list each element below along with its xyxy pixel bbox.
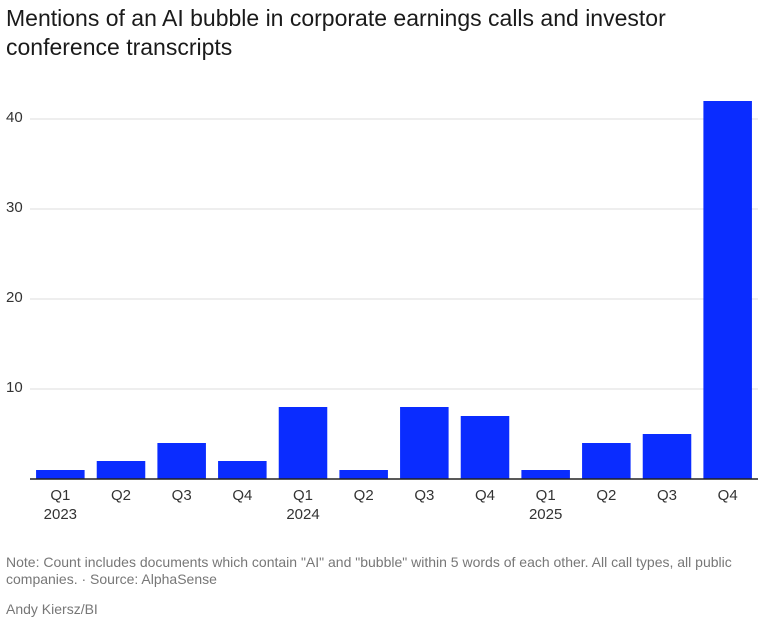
x-tick-label: Q2 [354, 487, 374, 504]
bar [460, 416, 510, 479]
note: Note: Count includes documents which con… [6, 554, 732, 587]
x-tick-label: Q3 [172, 487, 192, 504]
x-tick-label: Q3 [657, 487, 677, 504]
bar [582, 443, 631, 479]
y-tick-label: 40 [6, 109, 23, 126]
bar [36, 470, 85, 479]
chart-title: Mentions of an AI bubble in corporate ea… [6, 5, 666, 60]
y-tick-label: 30 [6, 199, 23, 216]
bar [521, 470, 570, 479]
bar [278, 407, 328, 479]
bar [218, 461, 267, 479]
x-tick-label: Q3 [414, 487, 434, 504]
x-tick-label: Q4 [718, 487, 738, 504]
x-tick-label: Q1 [536, 487, 556, 504]
bar [703, 101, 752, 479]
x-tick-label: Q1 [293, 487, 313, 504]
y-tick-label: 10 [6, 379, 23, 396]
credit: Andy Kiersz/BI [6, 601, 98, 617]
x-group-label: 2024 [286, 506, 319, 523]
bar [157, 443, 206, 479]
y-tick-label: 20 [6, 289, 23, 306]
bar [400, 407, 449, 479]
x-tick-label: Q2 [111, 487, 131, 504]
x-tick-label: Q1 [50, 487, 70, 504]
bar [642, 434, 692, 479]
x-group-label: 2023 [44, 506, 77, 523]
x-group-label: 2025 [529, 506, 562, 523]
bar [96, 461, 146, 479]
bar [339, 470, 388, 479]
x-tick-label: Q2 [596, 487, 616, 504]
x-tick-label: Q4 [232, 487, 252, 504]
x-tick-label: Q4 [475, 487, 495, 504]
